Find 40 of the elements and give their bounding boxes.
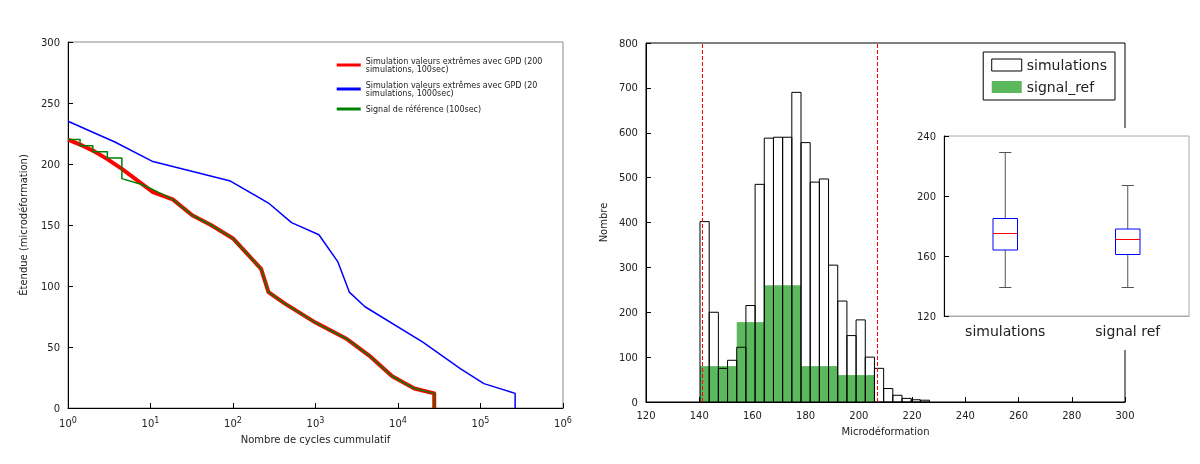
- legend-label: Signal de référence (100sec): [365, 103, 482, 114]
- y-axis-title: Nombre: [597, 202, 609, 243]
- y-tick-label: 200: [40, 158, 60, 170]
- legend-label: simulations: [1026, 57, 1108, 73]
- y-tick-label: 250: [40, 97, 60, 109]
- y-tick-label: 700: [618, 82, 638, 94]
- x-tick-label: 220: [902, 409, 922, 421]
- y-tick-label: 500: [618, 172, 638, 184]
- legend-label: Simulation valeurs extrêmes avec GPD (20 simulations, 1000sec): [365, 79, 540, 98]
- y-tick-label: 200: [916, 190, 936, 202]
- x-axis-title: Microdéformation: [841, 425, 930, 437]
- y-tick-label: 300: [40, 36, 60, 48]
- y-tick-label: 240: [916, 130, 936, 142]
- x-tick-label: 180: [796, 409, 816, 421]
- y-tick-label: 160: [916, 250, 936, 262]
- y-tick-label: 50: [47, 341, 60, 353]
- x-tick-label: signal ref: [1095, 323, 1162, 339]
- y-tick-label: 100: [618, 351, 638, 363]
- legend-label: signal_ref: [1026, 79, 1096, 95]
- y-tick-label: 120: [916, 310, 936, 322]
- x-tick-label: 280: [1062, 409, 1082, 421]
- y-tick-label: 600: [618, 127, 638, 139]
- y-tick-label: 400: [618, 217, 638, 228]
- x-tick-label: 140: [689, 409, 709, 421]
- x-axis-title: Nombre de cycles cummulatif: [240, 433, 391, 445]
- y-tick-label: 0: [53, 402, 60, 414]
- x-tick-label: 240: [955, 409, 975, 421]
- x-tick-label: 120: [636, 409, 656, 421]
- y-tick-label: 800: [618, 37, 638, 49]
- x-tick-label: 200: [849, 409, 869, 421]
- y-axis-title: Étendue (microdéformation): [16, 154, 29, 296]
- y-tick-label: 200: [618, 306, 638, 318]
- x-tick-label: 260: [1009, 409, 1029, 421]
- y-tick-label: 0: [631, 396, 638, 408]
- x-tick-label: 300: [1115, 409, 1135, 421]
- y-tick-label: 150: [40, 219, 60, 231]
- x-tick-label: 160: [742, 409, 762, 421]
- y-tick-label: 100: [40, 280, 60, 292]
- legend-label: Simulation valeurs extrêmes avec GPD (200 simulations, 100sec): [365, 55, 545, 74]
- y-tick-label: 300: [618, 261, 638, 273]
